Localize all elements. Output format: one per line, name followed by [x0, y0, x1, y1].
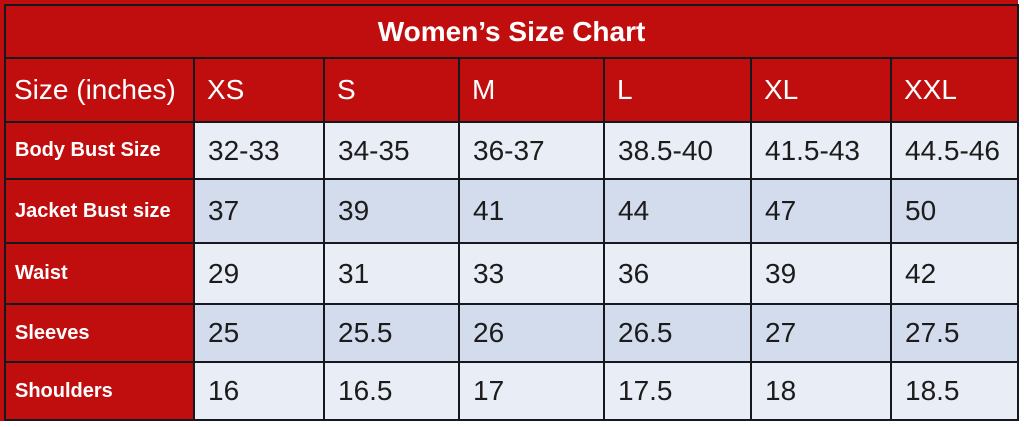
value-cell: 41.5-43	[750, 121, 892, 180]
row-label: Waist	[4, 242, 195, 305]
value-cell: 36-37	[458, 121, 605, 180]
row-label: Body Bust Size	[4, 121, 195, 180]
value-cell: 18.5	[889, 361, 1020, 421]
value-cell: 42	[889, 242, 1020, 305]
value-cell: 31	[323, 242, 460, 305]
value-cell: 32-33	[193, 121, 325, 180]
header-row: Size (inches) XS S M L XL XXL	[4, 57, 1020, 123]
value-cell: 33	[458, 242, 605, 305]
row-label: Shoulders	[4, 361, 195, 421]
column-header-m: M	[458, 57, 605, 123]
value-cell: 47	[750, 178, 892, 244]
value-cell: 17	[458, 361, 605, 421]
column-header-xl: XL	[750, 57, 892, 123]
column-header-xxl: XXL	[889, 57, 1020, 123]
table-row-body-bust-size: Body Bust Size 32-33 34-35 36-37 38.5-40 41.5…	[4, 121, 1020, 180]
value-cell: 39	[750, 242, 892, 305]
value-cell: 44.5-46	[889, 121, 1020, 180]
value-cell: 16.5	[323, 361, 460, 421]
value-cell: 26	[458, 303, 605, 363]
value-cell: 38.5-40	[603, 121, 752, 180]
value-cell: 16	[193, 361, 325, 421]
value-cell: 34-35	[323, 121, 460, 180]
table-row-shoulders: Shoulders 16 16.5 17 17.5 18 18.5	[4, 361, 1020, 421]
column-header-size-inches: Size (inches)	[4, 57, 195, 123]
value-cell: 41	[458, 178, 605, 244]
chart-title: Women’s Size Chart	[3, 4, 1020, 59]
column-header-xs: XS	[193, 57, 325, 123]
value-cell: 29	[193, 242, 325, 305]
value-cell: 27.5	[889, 303, 1020, 363]
value-cell: 36	[603, 242, 752, 305]
value-cell: 26.5	[603, 303, 752, 363]
column-header-s: S	[323, 57, 460, 123]
value-cell: 39	[323, 178, 460, 244]
value-cell: 27	[750, 303, 892, 363]
table-row-waist: Waist 29 31 33 36 39 42	[4, 242, 1020, 305]
table-row-sleeves: Sleeves 25 25.5 26 26.5 27 27.5	[4, 303, 1020, 363]
title-row: Women’s Size Chart	[3, 4, 1020, 59]
value-cell: 50	[889, 178, 1020, 244]
row-label: Jacket Bust size	[4, 178, 195, 244]
value-cell: 25.5	[323, 303, 460, 363]
value-cell: 37	[193, 178, 325, 244]
size-chart-table: Women’s Size Chart Size (inches) XS S M L XL X…	[3, 4, 1020, 421]
value-cell: 18	[750, 361, 892, 421]
value-cell: 25	[193, 303, 325, 363]
value-cell: 44	[603, 178, 752, 244]
table-row-jacket-bust-size: Jacket Bust size 37 39 41 44 47 50	[4, 178, 1020, 244]
value-cell: 17.5	[603, 361, 752, 421]
column-header-l: L	[603, 57, 752, 123]
row-label: Sleeves	[4, 303, 195, 363]
